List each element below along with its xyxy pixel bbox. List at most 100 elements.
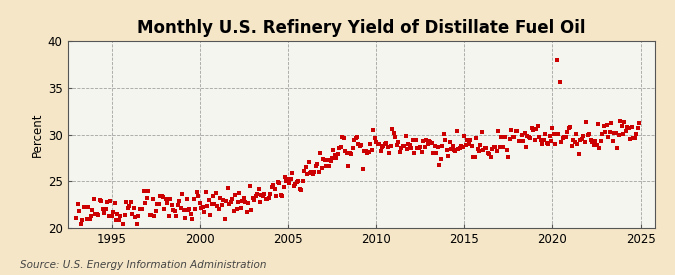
Point [321,164,331,168]
Point [562,130,572,134]
Point [196,206,207,210]
Point [613,133,624,137]
Point [177,192,188,197]
Point [454,146,465,150]
Point [90,211,101,216]
Point [131,222,142,226]
Text: Source: U.S. Energy Information Administration: Source: U.S. Energy Information Administ… [20,260,267,270]
Point [293,178,304,183]
Point [144,213,155,217]
Point [610,131,621,136]
Point [304,170,315,175]
Point [459,134,470,138]
Point [228,208,239,213]
Point [488,145,499,149]
Point [609,130,620,135]
Point [92,211,103,216]
Point [524,135,535,140]
Point [421,138,431,142]
Point [208,193,219,198]
Point [409,151,420,155]
Point [107,210,118,214]
Point [475,143,486,148]
Point [124,204,134,208]
Point [528,127,539,132]
Point [419,145,430,149]
Point [538,138,549,142]
Point [429,144,440,148]
Point [172,203,183,207]
Point [209,201,220,206]
Point [509,135,520,139]
Point [167,202,178,207]
Point [269,187,280,191]
Point [581,120,592,124]
Point [281,179,292,183]
Point [520,144,531,149]
Point [202,204,213,208]
Point [333,152,344,156]
Point [601,123,612,128]
Point [463,142,474,146]
Point [137,207,148,211]
Point [244,183,255,188]
Point [249,198,260,202]
Point [231,207,242,211]
Point [574,152,585,156]
Point [563,126,574,130]
Point [379,142,390,146]
Point [504,137,515,141]
Point [115,214,126,218]
Point [438,132,449,136]
Point [290,182,300,186]
Point [259,192,270,197]
Point [359,149,370,153]
Point [583,133,593,137]
Point [256,193,267,197]
Point [474,149,485,153]
Point [300,165,311,169]
Point [493,128,504,133]
Point [490,145,501,149]
Point [253,187,264,191]
Point [483,151,493,156]
Point [547,125,558,130]
Point [243,200,254,205]
Point [540,132,551,137]
Point [440,138,451,142]
Point [494,145,505,149]
Point [629,136,640,141]
Point [378,144,389,148]
Point [219,216,230,221]
Point [537,142,547,146]
Point [112,211,123,216]
Point [105,198,115,203]
Point [171,214,182,218]
Point [340,148,350,153]
Point [510,129,521,133]
Point [364,142,375,146]
Point [575,138,586,142]
Point [313,169,324,174]
Point [544,134,555,138]
Point [360,149,371,154]
Point [458,145,468,149]
Point [126,200,136,204]
Point [427,141,437,145]
Point [472,147,483,151]
Point [230,193,240,197]
Point [632,126,643,130]
Point [109,201,120,206]
Point [481,146,491,150]
Point [102,200,113,204]
Point [595,139,606,144]
Point [80,231,90,235]
Point [408,138,418,142]
Point [531,127,542,132]
Point [616,124,627,128]
Point [76,222,86,226]
Point [434,163,445,167]
Point [404,143,415,148]
Point [579,140,590,144]
Point [194,200,205,205]
